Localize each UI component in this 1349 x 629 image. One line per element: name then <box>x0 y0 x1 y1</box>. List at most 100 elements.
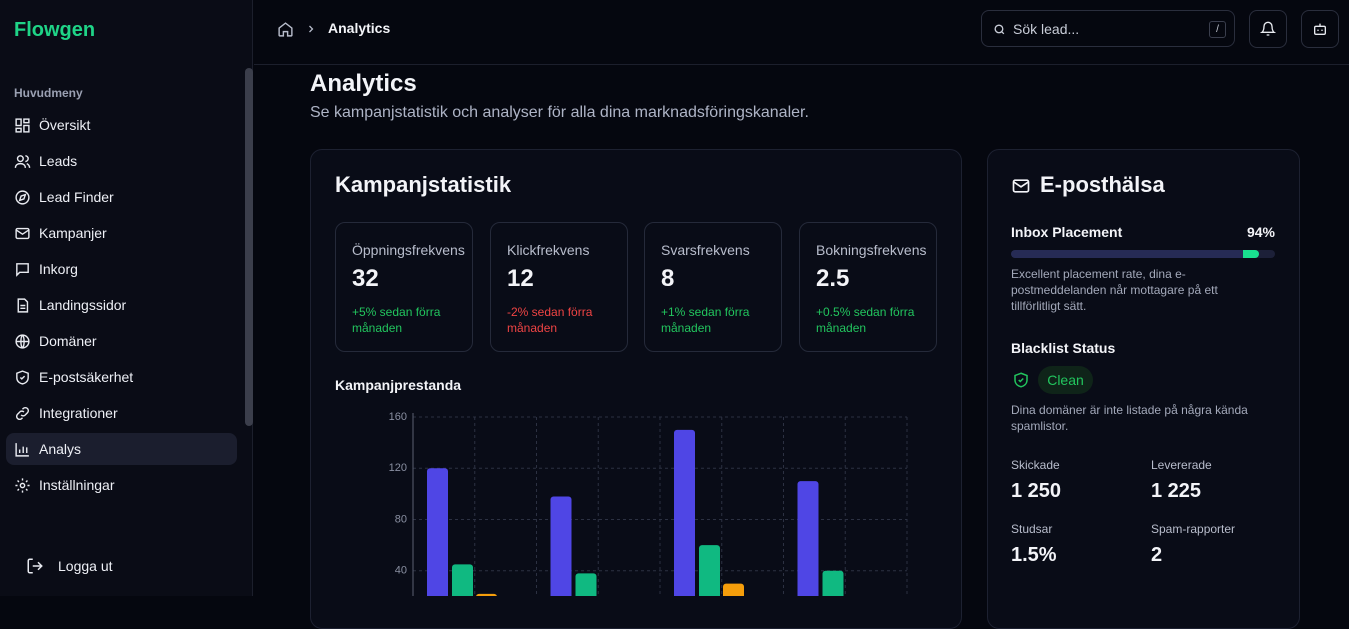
metric-value: 2 <box>1151 544 1163 566</box>
search-icon <box>994 24 1005 35</box>
chart-title: Kampanjprestanda <box>335 377 462 393</box>
bar <box>699 545 720 596</box>
stats-card <box>310 149 962 629</box>
nav-label: E-postsäkerhet <box>39 369 134 385</box>
stat-label: Bokningsfrekvens <box>816 242 927 258</box>
nav-icon <box>16 262 29 277</box>
breadcrumb-chevron <box>309 25 314 33</box>
logout-label: Logga ut <box>58 558 113 574</box>
bell-icon <box>1260 21 1276 36</box>
bar <box>427 468 448 596</box>
bot-icon <box>1314 23 1326 35</box>
nav-icon <box>15 333 30 349</box>
nav-label: Lead Finder <box>39 189 114 205</box>
nav-item[interactable]: Översikt <box>6 109 237 141</box>
nav-item[interactable]: Lead Finder <box>6 181 237 213</box>
notifications-button[interactable] <box>1249 10 1287 48</box>
progress-fill <box>1011 250 1260 258</box>
metric-value: 1 250 <box>1011 480 1062 502</box>
nav-label: Inställningar <box>39 477 115 493</box>
metric-value: 1 225 <box>1151 480 1202 502</box>
nav-item[interactable]: Domäner <box>6 325 237 357</box>
stat-change: +5% sedan förra månaden <box>352 305 441 335</box>
bar <box>822 570 844 596</box>
email-health-card <box>987 149 1300 629</box>
nav-label: Landingssidor <box>39 297 127 313</box>
assistant-button[interactable] <box>1301 10 1339 48</box>
topbar <box>254 0 1349 65</box>
scrollbar[interactable] <box>245 68 253 426</box>
nav-icon <box>15 227 30 239</box>
bar <box>476 593 497 596</box>
nav-section: Huvudmeny <box>14 86 83 100</box>
nav-icon <box>15 189 30 205</box>
y-tick-label: 80 <box>395 513 407 525</box>
nav-label: Analys <box>39 441 82 457</box>
nav-icon <box>15 406 30 420</box>
nav-item[interactable]: Landingssidor <box>6 289 237 321</box>
nav-label: Leads <box>39 153 78 169</box>
nav-item[interactable]: Integrationer <box>6 397 237 429</box>
nav-icon <box>14 154 31 168</box>
metric-value: 1.5% <box>1011 544 1057 566</box>
stat-box: Öppningsfrekvens 32 +5% sedan förra månade… <box>335 222 473 352</box>
breadcrumb: Analytics <box>328 20 391 36</box>
nav-item[interactable]: Kampanjer <box>6 217 237 249</box>
nav-item[interactable]: E-postsäkerhet <box>6 361 237 393</box>
bar-chart: 04080120160 <box>389 411 908 596</box>
bar <box>452 564 473 596</box>
y-tick-label: 120 <box>389 462 407 474</box>
stat-box: Svarsfrekvens 8 +1% sedan förra månaden <box>644 222 782 352</box>
stat-label: Öppningsfrekvens <box>352 242 465 258</box>
nav-item[interactable]: Inkorg <box>6 253 237 285</box>
logout[interactable]: Logga ut <box>18 550 249 582</box>
stat-value: 8 <box>661 265 675 292</box>
stat-value: 32 <box>352 265 379 292</box>
status-badge: Clean <box>1038 366 1093 394</box>
home-icon[interactable] <box>277 21 294 38</box>
nav-icon <box>15 477 30 493</box>
stat-box: Klickfrekvens 12 -2% sedan förra månaden <box>490 222 628 352</box>
stat-box: Bokningsfrekvens 2.5 +0.5% sedan förra mån… <box>799 222 937 352</box>
nav-label: Domäner <box>39 333 97 349</box>
search-placeholder: Sök lead... <box>1013 21 1080 37</box>
y-tick-label: 40 <box>395 565 407 577</box>
nav-icon <box>15 442 29 457</box>
nav-label: Kampanjer <box>39 225 107 241</box>
nav-label: Översikt <box>39 117 91 133</box>
logout-icon <box>27 558 43 574</box>
metric-label: Studsar <box>1011 522 1053 536</box>
nav-icon <box>15 117 30 133</box>
nav-item[interactable]: Leads <box>6 145 237 177</box>
bar <box>797 481 819 596</box>
metric-label: Skickade <box>1011 458 1060 472</box>
card-title: Kampanjstatistik <box>335 172 512 197</box>
inbox-label: Inbox Placement <box>1011 224 1123 240</box>
stat-change: +0.5% sedan förra månaden <box>816 305 915 335</box>
stat-change: -2% sedan förra månaden <box>507 305 593 335</box>
stat-label: Klickfrekvens <box>507 242 590 258</box>
stat-value: 2.5 <box>816 265 850 292</box>
blacklist-title: Blacklist Status <box>1011 340 1116 356</box>
nav-icon <box>17 297 29 313</box>
search-box[interactable]: Sök lead... / <box>981 10 1235 47</box>
bar <box>723 583 744 596</box>
stat-label: Svarsfrekvens <box>661 242 750 258</box>
bar <box>575 573 597 596</box>
metric-label: Spam-rapporter <box>1151 522 1236 536</box>
shield-icon <box>1014 372 1028 388</box>
page-title: Analytics <box>310 70 417 97</box>
inbox-description: Excellent placement rate, dina e-postmed… <box>1011 267 1218 313</box>
sidebar: Flowgen Huvudmeny Översikt Leads Lead Find… <box>0 0 253 596</box>
nav-item[interactable]: Analys <box>6 433 237 465</box>
nav-item[interactable]: Inställningar <box>6 469 237 501</box>
page-subtitle: Se kampanjstatistik och analyser för all… <box>310 104 809 121</box>
mail-icon <box>1012 179 1030 193</box>
nav-label: Integrationer <box>39 405 118 421</box>
stat-value: 12 <box>507 265 534 292</box>
bar <box>550 496 572 596</box>
nav-icon <box>16 369 29 385</box>
brand[interactable]: Flowgen <box>14 19 96 41</box>
nav-label: Inkorg <box>39 261 78 277</box>
